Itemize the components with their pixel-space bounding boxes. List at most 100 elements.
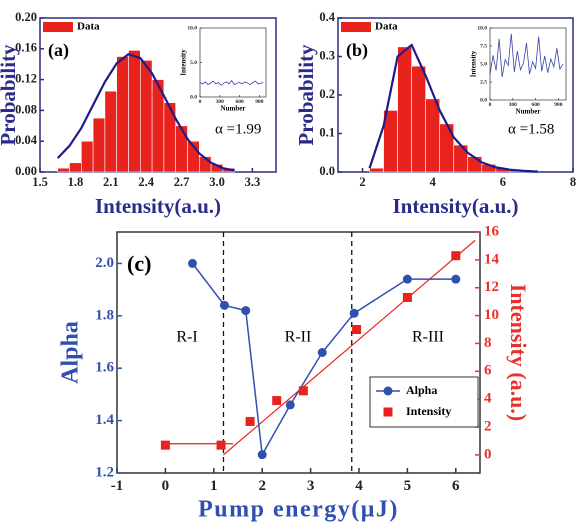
inset-line [489,33,564,78]
point [298,386,308,396]
point [285,400,295,410]
y-tick-label: 10.0 [477,25,487,31]
point [241,306,251,316]
point [188,258,198,268]
y-tick-label: 5.0 [190,60,197,66]
inset-line [199,79,264,86]
x-tick-label: 1.8 [68,175,84,189]
y-axis-label: Probability [294,44,318,146]
point [402,274,412,284]
fit-line [223,239,476,456]
legend-label: Alpha [406,383,437,397]
alpha-annotation: α =1.99 [215,121,261,137]
x-tick-label: 300 [216,99,225,105]
x-tick-label: -1 [111,478,124,494]
legend-label: Intensity [406,404,451,418]
x-tick-label: 2 [258,478,266,494]
x-tick-label: 2.7 [174,175,190,189]
y-tick-label: 0.08 [15,102,37,116]
x-tick-label: 6 [500,175,506,189]
fit-curve [368,43,538,173]
inset-y-label: Intensity [470,50,478,77]
x-axis-label: Intensity(a.u.) [95,194,221,218]
point [272,396,282,406]
y2-tick-label: 0 [484,446,492,462]
plot-frame [116,231,481,474]
inset-y-label: Intensity [180,49,188,76]
y-tick-label: 1.8 [95,307,114,323]
x-tick-label: 600 [531,102,540,108]
x-tick-label: 2.1 [103,175,119,189]
alpha-annotation: α =1.58 [508,121,554,137]
y-axis-label: Probability [0,44,20,146]
bar [467,156,483,173]
y-axis-label: Alpha [58,321,84,384]
y2-tick-label: 4 [484,391,492,407]
y-tick-label: 1.6 [95,360,114,376]
legend-box [369,376,479,428]
panel-label: (b) [346,40,368,61]
y2-tick-label: 16 [484,223,500,239]
legend-swatch [43,22,73,32]
y-tick-label: 0.0 [319,164,335,178]
legend-marker [383,386,393,396]
inset-x-label: Number [516,108,541,116]
point [451,274,461,284]
fit-curve [56,52,235,172]
x-tick-label: 2 [359,175,365,189]
y-tick-label: 0.3 [319,48,335,62]
x-axis-label: Pump energy(μJ) [198,497,399,523]
y2-tick-label: 14 [484,251,500,267]
point [216,440,226,450]
y-tick-label: 0.12 [15,71,37,85]
x-tick-label: 4 [430,175,437,189]
point [245,416,255,426]
panel-label: (a) [48,40,69,61]
y2-tick-label: 2 [484,418,492,434]
y-tick-label: 0.16 [15,41,37,55]
y-tick-label: 0.20 [15,10,37,24]
legend-label: Data [375,21,398,33]
y-tick-label: 1.2 [95,464,114,480]
y-tick-label: 2.0 [95,255,114,271]
y-tick-label: 0.1 [319,125,335,139]
x-axis-label: Intensity(a.u.) [392,194,518,218]
legend-swatch [341,22,371,32]
x-tick-label: 8 [570,175,576,189]
bar [369,167,384,173]
x-tick-label: 4 [355,478,363,494]
point [402,292,412,302]
region-label: R-III [412,329,444,346]
y-tick-label: 0.0 [480,97,487,103]
legend-marker [383,407,393,417]
x-tick-label: 0 [489,102,492,108]
bar [104,90,118,173]
bar [140,60,153,173]
bar [397,46,412,173]
y-tick-label: 0.04 [15,133,38,147]
point [257,450,267,460]
bar [175,125,188,173]
x-tick-label: 900 [554,102,563,108]
y-tick-label: 2.5 [480,79,487,85]
bar [425,98,441,173]
x-tick-label: 1 [210,478,218,494]
x-tick-label: 6 [452,478,460,494]
x-tick-label: 600 [235,99,244,105]
y-tick-label: 5.0 [480,61,487,67]
y2-tick-label: 6 [484,363,492,379]
x-tick-label: 900 [255,99,264,105]
bar [81,140,94,173]
y-tick-label: 1.4 [95,412,114,428]
y-tick-label: 0.2 [319,87,335,101]
x-tick-label: 0 [199,99,202,105]
x-tick-label: 3.3 [245,175,261,189]
bar [92,117,106,173]
x-tick-label: 5 [404,478,412,494]
x-tick-label: 3.0 [209,175,225,189]
y2-tick-label: 10 [484,307,499,323]
point [219,300,229,310]
y-tick-label: 0.00 [15,164,37,178]
y-tick-label: 0.0 [190,94,197,100]
